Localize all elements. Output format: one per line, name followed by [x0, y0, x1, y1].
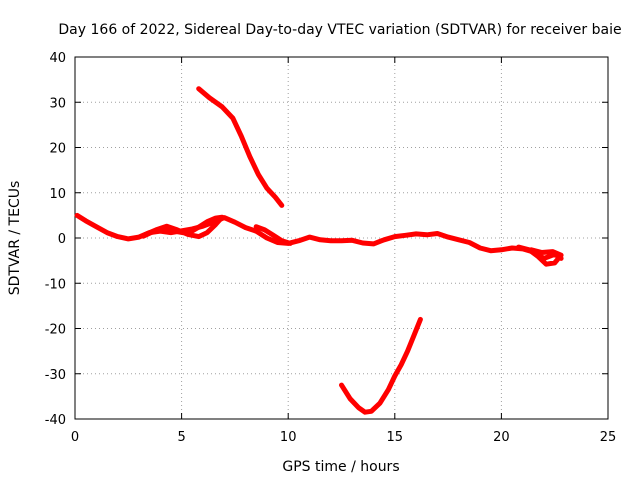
series-short-dip — [253, 224, 293, 246]
y-tick-label: -40 — [45, 413, 66, 428]
x-axis-label: GPS time / hours — [282, 459, 399, 475]
x-tick-label: 10 — [280, 430, 297, 445]
series-lower-arc — [339, 316, 423, 415]
y-tick-label: -20 — [45, 323, 66, 338]
y-axis-label: SDTVAR / TECUs — [7, 181, 23, 296]
y-tick-label: -10 — [45, 277, 66, 292]
chart-title: Day 166 of 2022, Sidereal Day-to-day VTE… — [58, 22, 621, 38]
y-tick-label: 30 — [49, 96, 66, 111]
axis-ticks: 0 5 10 15 20 25 -40 -30 -20 -10 0 10 20 30 40 — [45, 51, 617, 445]
series-upper-arc — [196, 86, 285, 208]
x-tick-label: 20 — [493, 430, 510, 445]
y-tick-label: 10 — [49, 187, 66, 202]
series-tail-loop — [516, 244, 564, 267]
y-tick-label: 40 — [49, 51, 66, 66]
y-tick-label: 20 — [49, 142, 66, 157]
y-tick-label: 0 — [58, 232, 66, 247]
x-tick-label: 0 — [71, 430, 79, 445]
series-wobble-segment — [140, 214, 225, 240]
x-tick-label: 25 — [600, 430, 617, 445]
series-layer — [74, 86, 564, 415]
y-tick-label: -30 — [45, 368, 66, 383]
x-tick-label: 15 — [387, 430, 404, 445]
x-tick-label: 5 — [177, 430, 185, 445]
grid — [75, 57, 608, 419]
